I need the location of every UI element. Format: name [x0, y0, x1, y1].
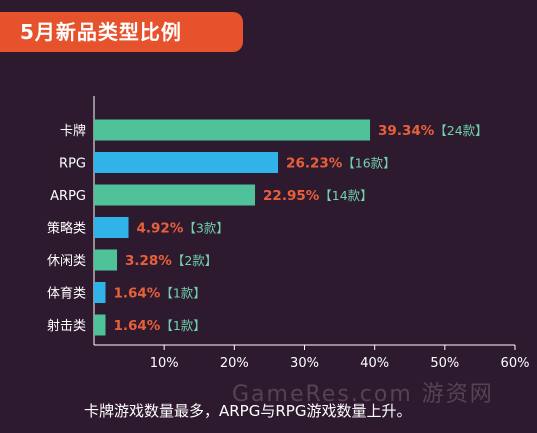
x-tick-label: 60%	[501, 356, 530, 371]
x-tick-label: 50%	[430, 356, 459, 371]
count-value: 【24款】	[434, 123, 487, 138]
category-label: 射击类	[47, 318, 86, 334]
bar	[94, 119, 371, 141]
category-label: 休闲类	[47, 254, 86, 269]
bar-value-label: 1.64%【1款】	[114, 318, 206, 334]
percent-value: 26.23%	[286, 156, 343, 172]
chart-caption: 卡牌游戏数量最多，ARPG与RPG游戏数量上升。	[84, 402, 412, 420]
category-label: RPG	[59, 157, 86, 172]
page-title: 5月新品类型比例	[20, 20, 182, 44]
x-tick-label: 20%	[220, 356, 249, 371]
category-label: 策略类	[47, 221, 86, 237]
x-tick-label: 30%	[290, 356, 319, 371]
category-label: 卡牌	[60, 123, 86, 139]
percent-value: 22.95%	[263, 188, 320, 204]
count-value: 【16款】	[342, 156, 395, 171]
bar-value-label: 26.23%【16款】	[286, 156, 396, 172]
x-tick-label: 40%	[360, 356, 389, 371]
percent-value: 1.64%	[114, 286, 161, 302]
percent-value: 3.28%	[125, 253, 172, 269]
bar	[94, 249, 118, 271]
watermark: GameRes.com 游资网	[232, 382, 494, 407]
bar-value-label: 4.92%【3款】	[137, 221, 229, 237]
percent-value: 1.64%	[114, 318, 161, 334]
percent-value: 39.34%	[378, 123, 435, 139]
bar-value-label: 1.64%【1款】	[114, 286, 206, 302]
bar	[94, 314, 106, 336]
percent-value: 4.92%	[137, 221, 184, 237]
bar	[94, 184, 256, 206]
count-value: 【14款】	[319, 188, 372, 203]
x-tick-label: 10%	[150, 356, 179, 371]
count-value: 【3款】	[183, 221, 228, 236]
count-value: 【2款】	[172, 253, 217, 268]
bar	[94, 152, 279, 173]
bar	[94, 217, 129, 238]
bar-value-label: 22.95%【14款】	[263, 188, 373, 204]
category-label: 体育类	[47, 286, 86, 302]
bar	[94, 282, 106, 303]
count-value: 【1款】	[160, 318, 205, 333]
category-label: ARPG	[50, 189, 86, 204]
bar-value-label: 39.34%【24款】	[378, 123, 488, 139]
count-value: 【1款】	[160, 286, 205, 301]
header-banner: 5月新品类型比例	[0, 12, 243, 52]
bar-value-label: 3.28%【2款】	[125, 253, 217, 269]
